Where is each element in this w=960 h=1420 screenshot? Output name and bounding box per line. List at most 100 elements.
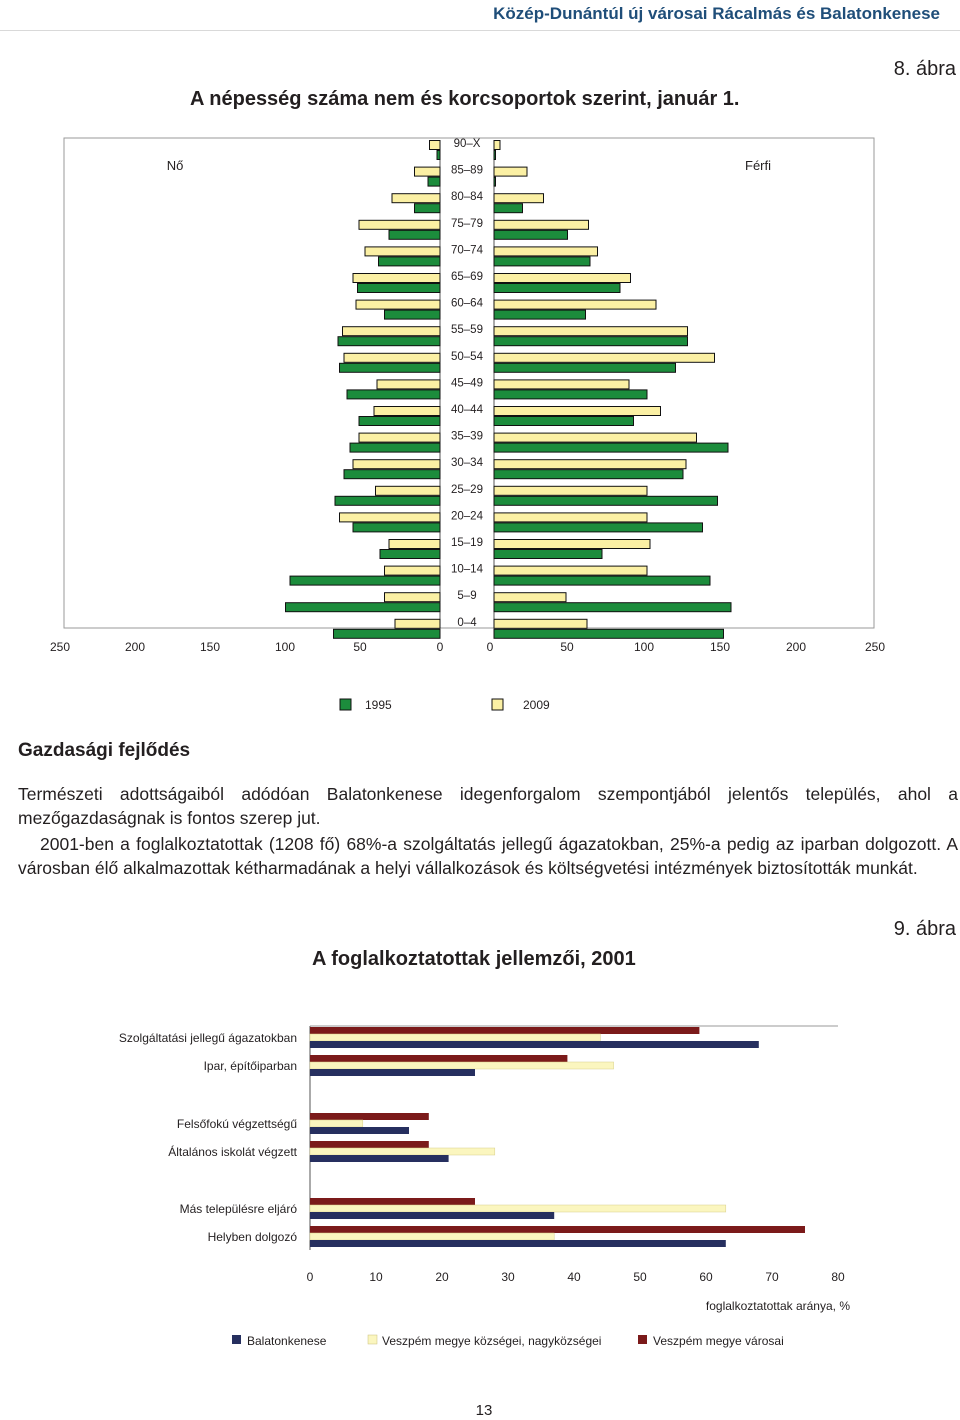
series-2009-male-bar	[493, 193, 544, 204]
series-1995-male-bar	[493, 336, 688, 347]
series-2009-female-bar	[352, 273, 441, 283]
x-axis-label: foglalkoztatottak aránya, %	[706, 1299, 850, 1313]
age-group-label: 0–4	[457, 617, 477, 629]
category-label: Ipar, építőiparban	[204, 1059, 297, 1073]
series-1995-female-bar	[357, 283, 441, 293]
age-group-label: 65–69	[451, 271, 483, 283]
series-balatonkenese-bar	[310, 1155, 449, 1162]
series-2009-male-bar	[493, 592, 567, 603]
series-1995-female-bar	[289, 575, 441, 586]
x-tick: 30	[501, 1270, 515, 1284]
series-1995-female-bar	[349, 442, 441, 453]
series-1995-female-bar	[352, 522, 441, 533]
series-2009-female-bar	[342, 326, 441, 337]
series-2009-male-bar	[493, 432, 697, 443]
age-group-label: 25–29	[451, 484, 483, 496]
population-pyramid-chart: Nő Férfi 90–X 85–89 80–84 75–79 70–74 65–69 60–6…	[50, 137, 885, 712]
series-1995-male-bar	[493, 469, 684, 480]
series-1995-male-bar	[493, 362, 676, 373]
series-2009-male-bar	[493, 219, 589, 230]
series-1995-female-bar	[358, 416, 441, 426]
x-tick-left: 250	[50, 640, 70, 654]
employment-bar-chart: Szolgáltatási jellegű ágazatokban Ipar, é…	[119, 1025, 850, 1348]
legend-balatonkenese-label: Balatonkenese	[247, 1334, 327, 1348]
series-balatonkenese-bar	[310, 1212, 555, 1219]
series-1995-female-bar	[333, 628, 441, 639]
series-balatonkenese-bar	[310, 1240, 726, 1247]
series-2009-female-bar	[388, 539, 441, 549]
category-label: Szolgáltatási jellegű ágazatokban	[119, 1031, 297, 1045]
series-2009-female-bar	[373, 406, 441, 416]
series-1995-male-bar	[493, 389, 648, 400]
x-tick: 10	[369, 1270, 383, 1284]
age-group-label: 50–54	[451, 351, 484, 363]
series-1995-male-bar	[493, 602, 732, 613]
series-1995-female-bar	[343, 469, 441, 480]
x-tick-right: 50	[560, 640, 574, 654]
series-varosai-bar	[310, 1055, 568, 1062]
age-group-label: 70–74	[451, 244, 484, 256]
legend-varosai-swatch	[638, 1335, 647, 1344]
series-kozsegei-bar	[309, 1232, 555, 1241]
age-group-label: 40–44	[451, 404, 484, 416]
x-tick: 0	[307, 1270, 314, 1284]
legend-kozsegei-swatch	[367, 1334, 378, 1345]
series-2009-male-bar	[493, 379, 630, 390]
series-2009-male-bar	[493, 140, 501, 150]
series-kozsegei-bar	[309, 1033, 601, 1042]
series-balatonkenese-bar	[310, 1041, 759, 1048]
series-1995-female-bar	[379, 549, 441, 559]
series-kozsegei-bar	[309, 1147, 496, 1156]
x-tick-left: 100	[275, 640, 295, 654]
series-varosai-bar	[310, 1141, 429, 1148]
series-1995-female-bar	[337, 336, 441, 347]
figure-9-number: 9. ábra	[893, 918, 956, 940]
series-2009-male-bar	[493, 459, 687, 470]
header-rule	[0, 30, 960, 31]
legend-label-2009: 2009	[523, 698, 550, 712]
age-group-label: 60–64	[451, 298, 484, 310]
series-1995-male-bar	[493, 549, 603, 559]
series-1995-male-bar	[493, 309, 586, 320]
category-label: Más településre eljáró	[180, 1202, 298, 1216]
x-tick: 40	[567, 1270, 581, 1284]
legend-varosai-label: Veszpém megye városai	[653, 1334, 784, 1348]
series-1995-female-bar	[414, 203, 441, 214]
x-tick: 80	[831, 1270, 845, 1284]
age-group-label: 80–84	[451, 191, 484, 203]
series-2009-female-bar	[355, 299, 441, 310]
legend-kozsegei-label: Veszpém megye községei, nagyközségei	[382, 1334, 601, 1348]
category-label: Helyben dolgozó	[208, 1230, 298, 1244]
age-group-label: 75–79	[451, 218, 483, 230]
x-tick: 20	[435, 1270, 449, 1284]
series-1995-male-bar	[493, 628, 724, 639]
page-number: 13	[475, 1402, 493, 1419]
series-1995-male-bar	[493, 495, 718, 506]
x-tick: 70	[765, 1270, 779, 1284]
series-1995-female-bar	[346, 389, 441, 400]
series-varosai-bar	[310, 1027, 700, 1034]
series-2009-female-bar	[384, 592, 441, 603]
running-header: Közép-Dunántúl új városai Rácalmás és Ba…	[493, 4, 940, 23]
paragraph-1-text: Természeti adottságaiból adódóan Balaton…	[18, 784, 958, 828]
series-2009-female-bar	[364, 246, 441, 257]
series-2009-female-bar	[358, 219, 441, 230]
x-tick-right: 100	[634, 640, 654, 654]
age-group-label: 55–59	[451, 324, 483, 336]
series-2009-female-bar	[429, 140, 441, 150]
series-2009-male-bar	[493, 565, 648, 576]
age-group-label: 15–19	[451, 537, 483, 549]
series-2009-female-bar	[394, 618, 441, 629]
series-1995-male-bar	[493, 150, 496, 160]
series-1995-female-bar	[436, 150, 441, 160]
right-side-label: Férfi	[745, 158, 771, 173]
age-group-label: 90–X	[454, 138, 481, 150]
category-label: Felsőfokú végzettségű	[177, 1117, 297, 1131]
series-2009-female-bar	[375, 485, 441, 496]
series-2009-male-bar	[493, 299, 657, 310]
figure-8-title: A népesség száma nem és korcsoportok sze…	[190, 88, 740, 110]
series-2009-female-bar	[352, 459, 441, 470]
x-tick-left: 150	[200, 640, 220, 654]
series-2009-male-bar	[493, 485, 648, 496]
series-2009-female-bar	[391, 193, 441, 204]
